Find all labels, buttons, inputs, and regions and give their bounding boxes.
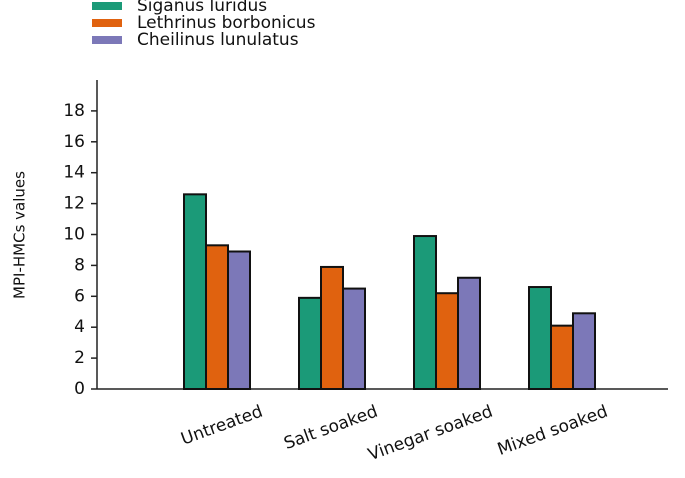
y-tick-label: 4 [74,317,85,337]
y-tick-label: 10 [63,225,85,245]
bar [205,244,229,390]
x-tick-label: Untreated [178,402,265,450]
bar [572,312,596,391]
legend-swatch [92,2,122,10]
bar [413,235,437,390]
legend-label: Siganus luridus [137,0,267,16]
bar [320,265,344,391]
bar [298,296,322,390]
legend-swatch [92,19,122,27]
bar [435,292,459,390]
bar [183,193,207,390]
bar [550,324,574,390]
bar [457,276,481,391]
y-tick-label: 6 [74,286,85,306]
y-axis-label: MPI-HMCs values [11,171,29,299]
x-tick-label: Vinegar soaked [365,402,495,466]
bar [528,286,552,390]
y-tick-label: 2 [74,348,85,368]
legend-swatch [92,36,122,44]
y-tick-label: 8 [74,255,85,275]
y-tick-label: 18 [63,101,85,121]
y-tick-label: 14 [63,163,85,183]
y-tick-label: 12 [63,194,85,214]
legend-label: Lethrinus borbonicus [137,13,316,33]
legend-label: Cheilinus lunulatus [137,30,299,50]
bar [342,287,366,391]
y-tick-label: 16 [63,132,85,152]
bar [227,250,251,390]
x-tick-label: Mixed soaked [495,402,611,460]
y-tick-label: 0 [74,379,85,399]
